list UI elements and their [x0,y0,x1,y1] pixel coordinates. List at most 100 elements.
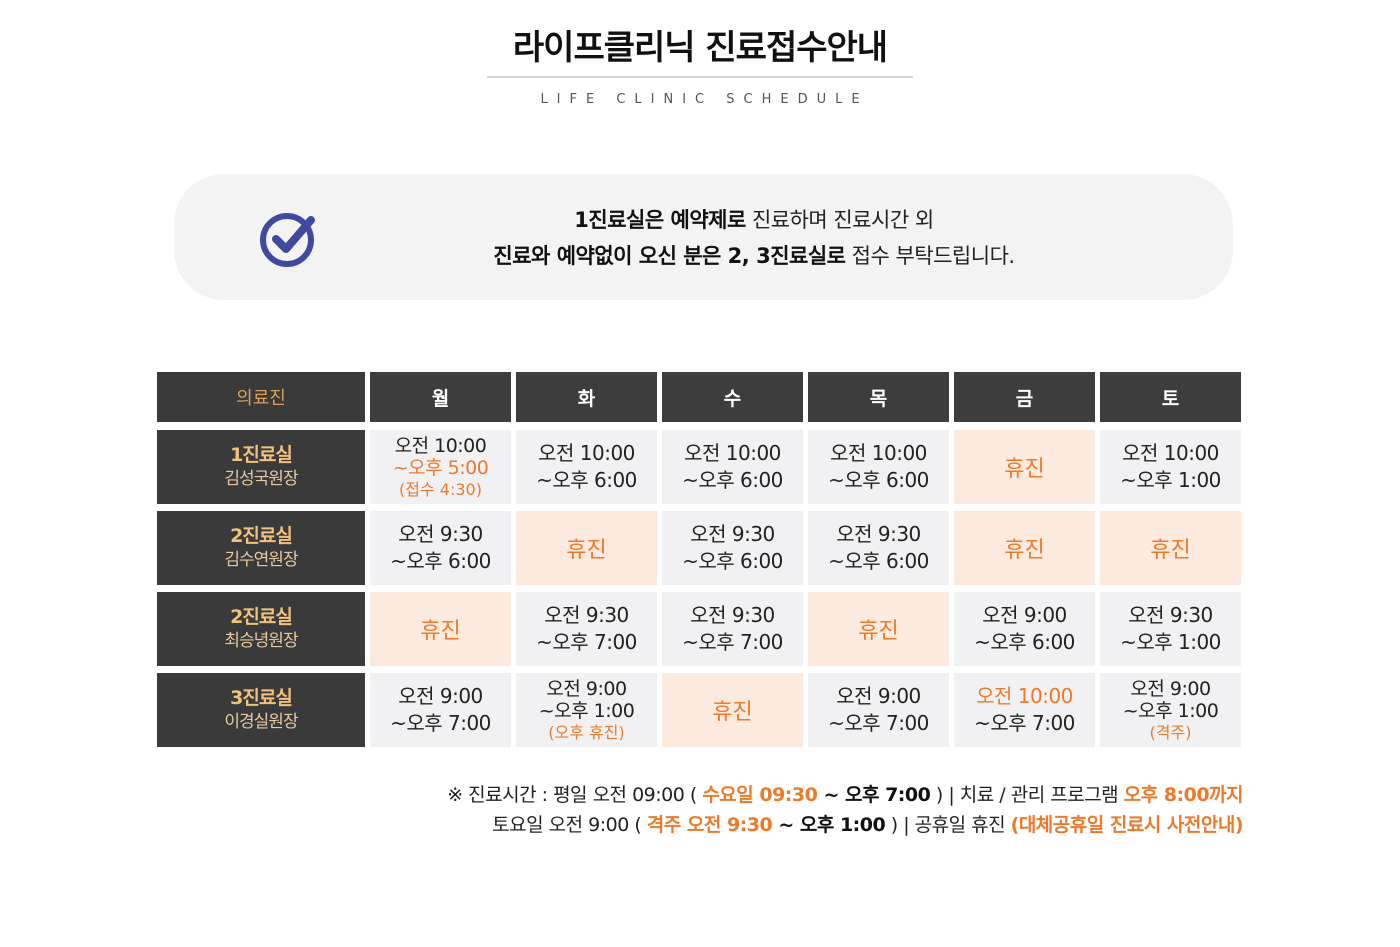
schedule-cell: 오전 9:30 ~오후 6:00 [370,511,511,585]
schedule-cell: 오전 9:30 ~오후 6:00 [808,511,949,585]
notice-text: 1진료실은 예약제로 진료하며 진료시간 외 진료와 예약없이 오신 분은 2,… [304,202,1204,274]
schedule-cell: 오전 9:00 ~오후 1:00 (격주) [1100,673,1241,747]
schedule-row: 1진료실 김성국원장 오전 10:00 ~오후 5:00 (접수 4:30) 오전 10:… [157,430,1243,504]
close-time: ~오후 1:00 [1120,468,1221,492]
open-time: 오전 10:00 [538,441,635,465]
title-divider [487,76,913,78]
open-time: 오전 9:00 [982,603,1067,627]
footer-line-2-c: ~ [772,814,800,836]
open-time: 오전 9:30 [544,603,629,627]
schedule-cell: 오전 9:00 ~오후 6:00 [954,592,1095,666]
close-time: ~오후 6:00 [828,468,929,492]
doctor-name: 김성국원장 [224,469,298,489]
footer-line-2-d: 오후 1:00 [799,814,886,836]
day-header: 화 [516,372,657,422]
day-header: 수 [662,372,803,422]
footer-notes: ※ 진료시간 : 평일 오전 09:00 ( 수요일 09:30 ~ 오후 7:… [243,780,1243,840]
closed-label: 휴진 [420,619,461,644]
footer-line-2-e: ) | 공휴일 휴진 [885,814,1011,836]
notice-line-1: 1진료실은 예약제로 진료하며 진료시간 외 [304,202,1204,238]
schedule-note: (오후 휴진) [548,722,625,742]
check-circle-icon [260,213,315,267]
close-time: ~오후 6:00 [682,549,783,573]
close-time: ~오후 6:00 [536,468,637,492]
schedule-cell-closed: 휴진 [370,592,511,666]
day-header: 월 [370,372,511,422]
schedule-cell-closed: 휴진 [1100,511,1241,585]
close-time: ~오후 7:00 [974,711,1075,735]
notice-line-2: 진료와 예약없이 오신 분은 2, 3진료실로 접수 부탁드립니다. [304,238,1204,274]
schedule-cell: 오전 10:00 ~오후 7:00 [954,673,1095,747]
schedule-row: 2진료실 최승녕원장 휴진 오전 9:30 ~오후 7:00 오전 9:30 ~오후 7:0… [157,592,1243,666]
day-header: 토 [1100,372,1241,422]
close-time: ~오후 7:00 [390,711,491,735]
closed-label: 휴진 [1150,538,1191,563]
notice-box: 1진료실은 예약제로 진료하며 진료시간 외 진료와 예약없이 오신 분은 2,… [174,174,1233,300]
open-time: 오전 10:00 [976,684,1073,708]
closed-label: 휴진 [858,619,899,644]
footer-line-1-c: ~ [817,784,846,806]
open-time: 오전 10:00 [1122,441,1219,465]
notice-line-1-bold: 1진료실은 예약제로 [574,208,746,232]
schedule-cell-closed: 휴진 [954,511,1095,585]
open-time: 오전 9:00 [546,677,627,700]
schedule-cell: 오전 10:00 ~오후 5:00 (접수 4:30) [370,430,511,504]
schedule-note: (격주) [1149,722,1192,742]
schedule-cell: 오전 10:00 ~오후 1:00 [1100,430,1241,504]
room-label: 1진료실 [230,444,293,466]
close-time: ~오후 7:00 [682,630,783,654]
schedule-cell: 오전 9:30 ~오후 1:00 [1100,592,1241,666]
notice-line-2-rest: 접수 부탁드립니다. [845,244,1015,268]
open-time: 오전 9:00 [398,684,483,708]
closed-label: 휴진 [566,538,607,563]
room-label: 2진료실 [230,606,293,628]
page-subtitle: LIFE CLINIC SCHEDULE [540,92,869,107]
close-time: ~오후 7:00 [828,711,929,735]
open-time: 오전 9:30 [690,603,775,627]
footer-line-1-a: ※ 진료시간 : 평일 오전 09:00 ( [447,784,703,806]
close-time: ~오후 6:00 [682,468,783,492]
open-time: 오전 10:00 [684,441,781,465]
schedule-cell-closed: 휴진 [516,511,657,585]
open-time: 오전 9:00 [1130,677,1211,700]
footer-line-1-b: 수요일 09:30 [702,784,818,806]
schedule-cell: 오전 9:30 ~오후 6:00 [662,511,803,585]
closed-label: 휴진 [1004,538,1045,563]
schedule-cell: 오전 9:30 ~오후 7:00 [662,592,803,666]
close-time: ~오후 1:00 [538,699,635,722]
doctor-name: 김수연원장 [224,550,298,570]
close-time: ~오후 1:00 [1120,630,1221,654]
schedule-cell: 오전 9:30 ~오후 7:00 [516,592,657,666]
schedule-cell: 오전 10:00 ~오후 6:00 [808,430,949,504]
doctor-name: 이경실원장 [224,712,298,732]
staff-column-header: 의료진 [157,372,365,422]
schedule-cell: 오전 9:00 ~오후 7:00 [370,673,511,747]
schedule-cell-closed: 휴진 [808,592,949,666]
schedule-cell: 오전 10:00 ~오후 6:00 [662,430,803,504]
schedule-cell-closed: 휴진 [954,430,1095,504]
footer-line-1-e: ) | 치료 / 관리 프로그램 [930,784,1124,806]
open-time: 오전 9:30 [836,522,921,546]
close-time: ~오후 6:00 [390,549,491,573]
footer-line-1: ※ 진료시간 : 평일 오전 09:00 ( 수요일 09:30 ~ 오후 7:… [243,780,1243,810]
room-label: 3진료실 [230,687,293,709]
close-time: ~오후 6:00 [828,549,929,573]
room-label: 2진료실 [230,525,293,547]
open-time: 오전 9:30 [690,522,775,546]
page-header: 라이프클리닉 진료접수안내 LIFE CLINIC SCHEDULE [0,24,1400,107]
open-time: 오전 9:30 [1128,603,1213,627]
notice-line-2-bold: 진료와 예약없이 오신 분은 2, 3진료실로 [493,244,846,268]
open-time: 오전 9:00 [836,684,921,708]
footer-line-2-b: 격주 오전 9:30 [646,814,773,836]
doctor-name: 최승녕원장 [224,631,298,651]
footer-line-1-f: 오후 8:00까지 [1123,784,1244,806]
schedule-cell: 오전 10:00 ~오후 6:00 [516,430,657,504]
open-time: 오전 10:00 [830,441,927,465]
schedule-cell-closed: 휴진 [662,673,803,747]
